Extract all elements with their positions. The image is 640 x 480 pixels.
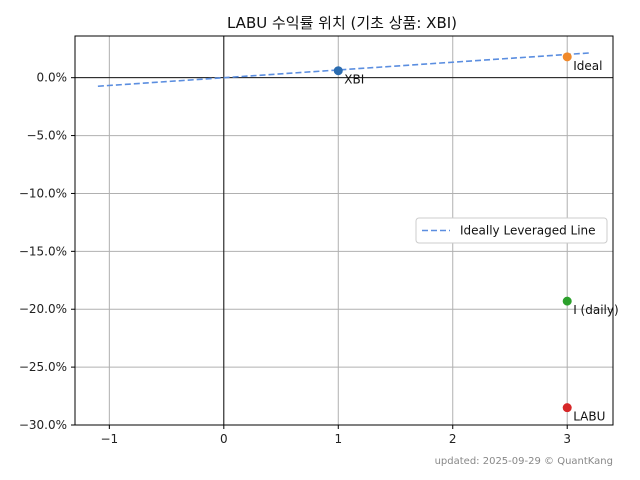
point-marker xyxy=(333,66,343,76)
point-marker xyxy=(562,403,572,413)
y-tick-label: −25.0% xyxy=(19,360,67,374)
plot-frame xyxy=(74,35,614,426)
point-marker xyxy=(562,52,572,62)
x-tick-label: 1 xyxy=(334,432,342,446)
point-marker xyxy=(562,296,572,306)
legend-label: Ideally Leveraged Line xyxy=(460,224,596,238)
footer-note: updated: 2025-09-29 © QuantKang xyxy=(435,456,613,467)
points-layer: XBI Ideal I (daily) LABU xyxy=(333,52,619,424)
axes xyxy=(75,36,613,425)
x-axis-ticks: −1 0 1 2 3 xyxy=(100,425,571,446)
y-tick-label: −20.0% xyxy=(19,302,67,316)
point-label: XBI xyxy=(344,73,364,87)
y-tick-label: −5.0% xyxy=(26,129,67,143)
point-label: LABU xyxy=(573,410,605,424)
chart-title: LABU 수익률 위치 (기초 상품: XBI) xyxy=(227,14,457,32)
ideally-leveraged-line xyxy=(97,52,591,88)
x-tick-label: 3 xyxy=(563,432,571,446)
y-tick-label: 0.0% xyxy=(37,71,68,85)
legend: Ideally Leveraged Line xyxy=(415,217,608,244)
x-tick-label: 2 xyxy=(449,432,457,446)
y-tick-label: −30.0% xyxy=(19,418,67,432)
point-label: I (daily) xyxy=(573,303,618,317)
legend-box xyxy=(415,217,608,244)
x-tick-label: 0 xyxy=(220,432,228,446)
x-tick-label: −1 xyxy=(100,432,118,446)
y-tick-label: −15.0% xyxy=(19,244,67,258)
point-label: Ideal xyxy=(573,59,602,73)
y-axis-ticks: 0.0% −5.0% −10.0% −15.0% −20.0% −25.0% −30.0% xyxy=(19,71,75,432)
series-layer xyxy=(97,52,591,88)
y-tick-label: −10.0% xyxy=(19,186,67,200)
